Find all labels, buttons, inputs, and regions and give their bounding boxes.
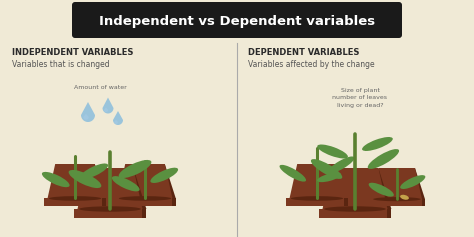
Ellipse shape: [42, 172, 70, 187]
Ellipse shape: [324, 206, 386, 212]
Text: Variables affected by the change: Variables affected by the change: [248, 60, 374, 69]
Polygon shape: [114, 120, 118, 124]
Ellipse shape: [118, 160, 151, 178]
Text: DEPENDENT VARIABLES: DEPENDENT VARIABLES: [248, 48, 359, 57]
Polygon shape: [173, 198, 176, 206]
Polygon shape: [118, 164, 173, 198]
Ellipse shape: [362, 137, 393, 151]
Text: Variables that is changed: Variables that is changed: [12, 60, 109, 69]
Ellipse shape: [119, 196, 171, 201]
Ellipse shape: [317, 145, 348, 159]
Ellipse shape: [373, 197, 421, 201]
Polygon shape: [44, 198, 106, 206]
Ellipse shape: [280, 165, 306, 182]
Polygon shape: [345, 198, 348, 206]
Polygon shape: [319, 209, 392, 218]
Ellipse shape: [368, 149, 399, 169]
Polygon shape: [322, 168, 388, 209]
Text: Size of plant
number of leaves
living or dead?: Size of plant number of leaves living or…: [332, 88, 388, 108]
Polygon shape: [102, 97, 113, 114]
Polygon shape: [388, 209, 392, 218]
Polygon shape: [114, 198, 176, 206]
Polygon shape: [126, 168, 146, 209]
Ellipse shape: [400, 175, 425, 189]
Polygon shape: [102, 198, 106, 206]
Polygon shape: [47, 164, 102, 198]
Ellipse shape: [81, 164, 108, 179]
Ellipse shape: [49, 196, 101, 201]
Polygon shape: [372, 168, 422, 199]
Ellipse shape: [150, 168, 178, 183]
Polygon shape: [158, 164, 176, 198]
Polygon shape: [143, 209, 146, 218]
Polygon shape: [81, 102, 95, 122]
Polygon shape: [369, 199, 425, 206]
Polygon shape: [371, 168, 392, 209]
Ellipse shape: [291, 196, 343, 201]
Polygon shape: [113, 111, 123, 125]
Ellipse shape: [400, 195, 409, 200]
Ellipse shape: [79, 206, 141, 212]
Polygon shape: [83, 114, 89, 120]
Polygon shape: [88, 164, 106, 198]
Ellipse shape: [328, 156, 355, 173]
Text: Amount of water: Amount of water: [73, 85, 127, 90]
Ellipse shape: [112, 176, 140, 191]
Ellipse shape: [311, 159, 342, 179]
Polygon shape: [290, 164, 345, 198]
Polygon shape: [73, 209, 146, 218]
Ellipse shape: [369, 183, 394, 197]
Polygon shape: [330, 164, 348, 198]
Ellipse shape: [69, 170, 101, 188]
Polygon shape: [409, 168, 425, 199]
Text: Independent vs Dependent variables: Independent vs Dependent variables: [99, 14, 375, 27]
Ellipse shape: [317, 173, 341, 182]
Polygon shape: [422, 199, 425, 206]
Polygon shape: [286, 198, 348, 206]
Text: INDEPENDENT VARIABLES: INDEPENDENT VARIABLES: [12, 48, 133, 57]
Polygon shape: [78, 168, 143, 209]
Polygon shape: [104, 107, 108, 112]
FancyBboxPatch shape: [72, 2, 402, 38]
